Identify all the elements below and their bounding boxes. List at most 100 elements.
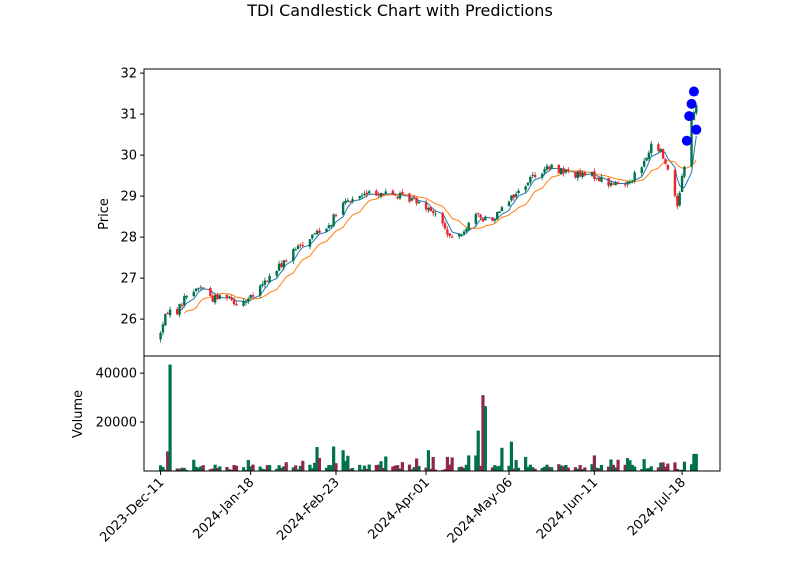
candle-body [495, 212, 499, 220]
volume-bar [561, 466, 566, 471]
volume-bar [616, 459, 620, 471]
candle-body [609, 182, 613, 186]
volume-bar [185, 469, 189, 471]
volume-panel: 20000 40000 Volume [71, 355, 721, 472]
candle-body [683, 166, 686, 177]
candle-body [391, 190, 395, 195]
candle-body [178, 303, 181, 315]
candle-body [583, 172, 587, 176]
candle-body [175, 309, 179, 315]
x-axis-ticks: 2023-Dec-11 2024-Jan-18 2024-Feb-23 2024-Ap… [97, 471, 689, 546]
candle-body [275, 270, 278, 276]
candle-body [410, 198, 414, 201]
candle-body [396, 196, 399, 199]
candle-body [458, 233, 461, 237]
volume-bar [218, 466, 222, 471]
candle-body [346, 200, 350, 202]
volume-bar [497, 465, 502, 471]
volume-bar [265, 465, 269, 471]
candle-body [194, 288, 198, 291]
candle-body [642, 160, 646, 167]
volume-bar [175, 468, 179, 471]
candle-body [377, 194, 380, 196]
candle-body [415, 197, 418, 204]
candle-body [595, 177, 598, 179]
candle-body [318, 230, 321, 234]
volume-bar [614, 467, 618, 471]
price-y-tick-label: 29 [120, 190, 137, 205]
volume-bar [327, 464, 331, 471]
candle-body [282, 260, 286, 268]
candle-body [417, 201, 421, 204]
volume-bar [675, 468, 679, 471]
candle-body [626, 181, 629, 185]
volume-bar [476, 430, 480, 471]
candle-body [242, 300, 245, 306]
candle-body [673, 169, 677, 196]
x-tick-label: 2024-Apr-01 [365, 475, 432, 542]
candle-body [647, 152, 651, 159]
price-y-tick-label: 30 [120, 149, 137, 164]
candle-body [450, 236, 454, 238]
candle-body [661, 148, 665, 159]
volume-bar [194, 466, 198, 471]
volume-bar [559, 465, 563, 471]
candle-body [330, 225, 333, 227]
volume-bar [611, 464, 615, 471]
volume-y-tick-label: 40000 [96, 367, 137, 382]
candle-body [197, 288, 200, 290]
volume-bar [495, 466, 499, 471]
candle-body [548, 166, 551, 170]
candle-body [280, 263, 283, 268]
candle-body [657, 144, 660, 151]
volume-bar [291, 467, 295, 471]
volume-bar [241, 467, 246, 471]
candle-body [296, 245, 300, 250]
candle-body [365, 192, 369, 195]
x-tick-label: 2024-Jan-18 [190, 475, 257, 542]
volume-bar [282, 466, 286, 471]
candle-body [168, 309, 172, 316]
volume-bar [168, 364, 172, 471]
volume-bar [478, 465, 483, 471]
volume-bar [633, 466, 637, 471]
candle-body [574, 172, 577, 178]
volume-bar [341, 450, 345, 471]
volume-bar [640, 469, 644, 471]
volume-bar [457, 467, 461, 471]
candle-body [477, 213, 480, 215]
candle-body [479, 214, 482, 219]
candle-body [578, 170, 582, 177]
volume-bar [258, 466, 262, 471]
volume-bar [429, 468, 433, 471]
volume-y-axis-label: Volume [71, 390, 86, 438]
volume-bar [656, 467, 660, 471]
candle-body [614, 182, 617, 186]
candle-body [690, 120, 693, 167]
volume-bar [334, 463, 338, 471]
candle-body [261, 284, 264, 286]
volume-bar [630, 464, 634, 471]
candle-body [247, 298, 250, 302]
price-y-ticks: 26 27 28 29 30 31 32 [120, 67, 144, 328]
candle-body [401, 192, 404, 194]
volume-bar [509, 441, 514, 471]
candle-body [311, 234, 314, 239]
candle-body [349, 201, 352, 203]
volume-bar [346, 455, 350, 471]
volume-bar [360, 469, 364, 471]
candle-body [408, 193, 411, 202]
candle-body [164, 314, 167, 326]
indicator-line-slow [184, 159, 697, 314]
volume-bar [426, 450, 431, 471]
volume-bar [310, 468, 314, 471]
volume-bar [512, 468, 516, 471]
volume-bar [393, 465, 397, 471]
candle-body [299, 244, 302, 246]
volume-bar [533, 468, 537, 471]
volume-bar [460, 466, 464, 471]
volume-bar [609, 459, 613, 471]
volume-bar [166, 451, 170, 471]
candle-body [308, 239, 312, 247]
indicator-lines [179, 135, 697, 314]
